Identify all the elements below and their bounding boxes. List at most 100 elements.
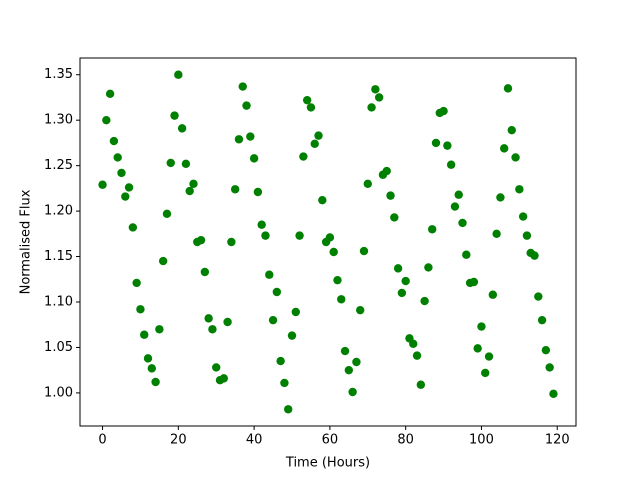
point — [446, 160, 456, 169]
point — [223, 317, 232, 327]
point — [348, 387, 357, 397]
point — [477, 322, 486, 331]
point — [219, 374, 228, 383]
x-tick-label: 80 — [397, 433, 414, 448]
point — [386, 191, 395, 200]
point — [458, 218, 467, 228]
y-tick-label: 1.20 — [44, 204, 73, 219]
point — [428, 225, 437, 234]
point — [416, 380, 426, 389]
y-tick-label: 1.30 — [44, 113, 73, 128]
point — [234, 135, 244, 144]
point — [102, 115, 111, 125]
point — [128, 223, 138, 232]
point — [200, 267, 210, 277]
y-tick-label: 1.05 — [44, 340, 73, 355]
point — [177, 124, 187, 133]
y-tick-label: 1.15 — [44, 249, 73, 264]
point — [105, 89, 115, 99]
point — [469, 277, 479, 287]
point — [189, 179, 198, 189]
point — [359, 246, 369, 256]
point — [302, 95, 312, 105]
point — [499, 144, 509, 153]
point — [356, 305, 365, 315]
point — [507, 125, 516, 135]
point — [401, 276, 410, 286]
point — [98, 180, 107, 189]
point — [166, 158, 175, 168]
y-tick-label: 1.10 — [44, 295, 73, 310]
point — [515, 185, 524, 194]
point — [409, 339, 418, 349]
x-tick-label: 60 — [322, 433, 339, 448]
point — [249, 154, 259, 163]
point — [204, 314, 213, 323]
point — [117, 168, 126, 178]
point — [253, 187, 263, 197]
point — [329, 247, 338, 257]
point — [151, 377, 160, 387]
point — [261, 231, 270, 240]
point — [185, 186, 194, 196]
point — [272, 287, 282, 297]
point — [280, 378, 289, 388]
y-axis-label: Normalised Flux — [19, 189, 34, 294]
point — [325, 233, 335, 242]
point — [162, 209, 172, 219]
point — [424, 263, 433, 272]
point — [534, 292, 543, 301]
point — [503, 84, 513, 93]
point — [295, 231, 304, 240]
point — [545, 363, 554, 372]
point — [132, 278, 141, 288]
point — [420, 296, 429, 306]
point — [549, 389, 558, 399]
point — [454, 190, 463, 199]
point — [310, 139, 319, 149]
point — [492, 229, 501, 239]
point — [276, 356, 285, 366]
point — [299, 152, 308, 161]
point — [238, 82, 247, 91]
point — [537, 315, 547, 325]
point — [140, 330, 149, 339]
point — [340, 346, 350, 356]
point — [196, 235, 206, 245]
point — [496, 193, 505, 202]
point — [352, 357, 361, 367]
point — [291, 307, 300, 317]
point — [246, 132, 255, 141]
point — [412, 351, 422, 360]
point — [121, 192, 130, 201]
point — [363, 179, 372, 189]
point — [212, 363, 221, 372]
point — [371, 85, 380, 94]
point — [230, 185, 240, 194]
point — [518, 212, 528, 221]
point — [522, 231, 532, 240]
point — [488, 290, 498, 299]
point — [257, 220, 266, 229]
point — [473, 344, 482, 353]
point — [393, 264, 403, 273]
point — [147, 364, 157, 373]
point — [287, 331, 297, 340]
point — [541, 345, 551, 355]
x-tick-label: 120 — [545, 433, 570, 448]
point — [367, 103, 376, 112]
point — [284, 405, 293, 414]
point — [481, 368, 490, 378]
point — [462, 250, 471, 259]
point — [306, 103, 316, 112]
point — [390, 213, 399, 222]
x-tick-label: 40 — [246, 433, 263, 448]
point — [344, 365, 354, 375]
x-tick-label: 0 — [98, 433, 106, 448]
point — [439, 106, 448, 116]
point — [158, 256, 168, 266]
x-axis-label: Time (Hours) — [285, 456, 370, 471]
point — [265, 270, 274, 279]
